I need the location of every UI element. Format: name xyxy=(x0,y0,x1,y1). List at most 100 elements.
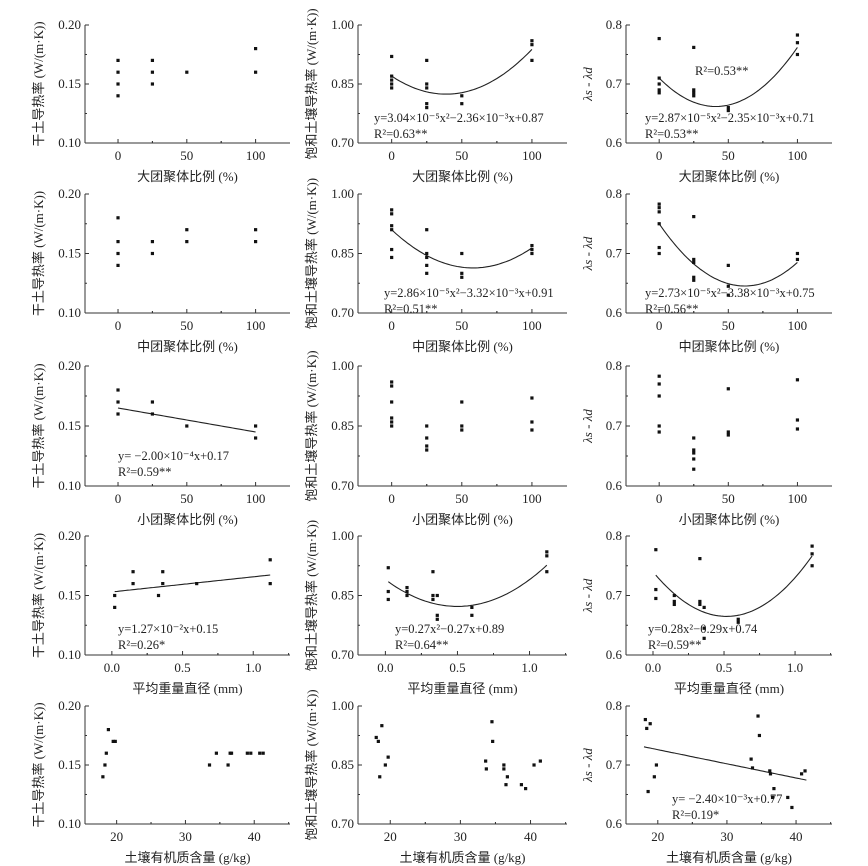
x-tick-label: 0 xyxy=(388,148,395,163)
x-axis-label: 土壤有机质含量 (g/kg) xyxy=(399,850,525,865)
data-point xyxy=(772,787,776,791)
x-tick-label: 1.0 xyxy=(521,660,537,675)
data-point xyxy=(390,78,394,82)
data-point xyxy=(185,228,189,232)
y-tick-label: 0.7 xyxy=(606,757,623,772)
data-point xyxy=(249,751,253,755)
data-point xyxy=(545,570,549,574)
x-tick-label: 40 xyxy=(248,829,261,844)
data-point xyxy=(116,388,120,392)
y-tick-label: 0.6 xyxy=(606,478,623,493)
data-point xyxy=(101,775,105,779)
x-tick-label: 0 xyxy=(115,491,122,506)
y-tick-label: 0.70 xyxy=(331,135,354,150)
data-point xyxy=(116,263,120,267)
y-axis-label: 干土导热率 (W/(m·K)) xyxy=(31,533,46,658)
panel-p5: 0.70 0.85 1.00 0 50 100 中团聚体比例 (%) 饱和土壤导热率 (W/(… xyxy=(304,178,567,354)
data-point xyxy=(460,94,464,98)
data-point xyxy=(425,58,429,62)
data-point xyxy=(692,451,696,455)
data-point xyxy=(435,613,439,617)
r-squared-label: R²=0.59** xyxy=(648,638,702,652)
data-point xyxy=(768,772,773,776)
y-axis-label: λs - λd xyxy=(580,748,595,783)
data-point xyxy=(702,605,706,609)
data-point xyxy=(390,384,394,388)
y-tick-label: 0.6 xyxy=(606,135,623,150)
r-squared-label: R²=0.53** xyxy=(645,127,699,141)
data-point xyxy=(770,795,775,800)
data-point xyxy=(161,570,165,574)
data-point xyxy=(692,260,696,265)
data-point xyxy=(692,436,696,440)
data-point xyxy=(116,240,120,244)
y-axis-label: λs - λd xyxy=(580,578,595,613)
r-squared-label: R²=0.19* xyxy=(672,808,719,822)
data-point xyxy=(131,570,135,574)
data-point xyxy=(726,430,730,434)
data-point xyxy=(185,240,189,244)
r-squared-label: R²=0.64** xyxy=(395,638,449,652)
data-point xyxy=(530,58,534,62)
y-tick-label: 0.15 xyxy=(58,418,81,433)
y-axis-label: 干土导热率 (W/(m·K)) xyxy=(31,702,46,827)
y-tick-label: 0.10 xyxy=(58,305,81,320)
data-point xyxy=(460,102,464,106)
data-point xyxy=(425,102,429,106)
x-tick-label: 20 xyxy=(384,829,397,844)
data-point xyxy=(150,412,155,416)
data-point xyxy=(692,45,696,50)
data-point xyxy=(390,420,394,424)
data-point xyxy=(538,759,542,763)
x-tick-label: 40 xyxy=(790,829,803,844)
x-tick-label: 30 xyxy=(454,829,467,844)
data-point xyxy=(150,82,155,86)
data-point xyxy=(645,726,649,731)
data-point xyxy=(502,763,506,767)
x-tick-label: 0 xyxy=(656,491,663,506)
data-point xyxy=(116,216,120,220)
data-point xyxy=(431,593,435,598)
fit-curve xyxy=(114,574,271,593)
x-axis-label: 大团聚体比例 (%) xyxy=(412,169,513,184)
data-point xyxy=(657,251,661,256)
data-point xyxy=(425,436,429,440)
data-point xyxy=(150,251,155,256)
data-point xyxy=(692,457,696,461)
data-point xyxy=(657,206,661,210)
data-point xyxy=(672,602,676,607)
x-tick-label: 0 xyxy=(388,491,395,506)
data-point xyxy=(150,70,155,74)
fit-equation: y= −2.00×10⁻⁴x+0.17 xyxy=(118,449,229,463)
data-point xyxy=(226,763,230,767)
x-tick-label: 100 xyxy=(788,318,808,333)
fit-curve xyxy=(643,746,807,781)
panel-p9: 0.6 0.7 0.8 0 50 100 小团聚体比例 (%) λs - λd xyxy=(580,358,832,527)
data-point xyxy=(390,255,394,260)
y-tick-label: 0.20 xyxy=(58,698,81,713)
data-point xyxy=(374,735,378,740)
data-point xyxy=(810,564,814,568)
data-point xyxy=(431,570,435,574)
data-point xyxy=(692,467,696,471)
y-axis-label: 饱和土壤导热率 (W/(m·K)) xyxy=(304,520,319,671)
y-tick-label: 0.8 xyxy=(606,17,622,32)
y-tick-label: 0.10 xyxy=(58,816,81,831)
y-tick-label: 1.00 xyxy=(331,186,354,201)
panel-p2: 0.70 0.85 1.00 0 50 100 大团聚体比例 (%) 饱和土壤导热率 (W/(… xyxy=(304,8,567,184)
fit-equation: y=2.73×10⁻⁵x²−3.38×10⁻³x+0.75 xyxy=(645,286,815,300)
data-point xyxy=(131,582,135,586)
data-point xyxy=(254,424,258,428)
data-point xyxy=(654,587,658,592)
panel-p14: 0.70 0.85 1.00 20 30 40 土壤有机质含量 (g/kg) 饱和土壤导热率 … xyxy=(304,689,567,865)
data-point xyxy=(757,733,762,738)
data-point xyxy=(786,795,790,800)
y-tick-label: 0.7 xyxy=(606,418,623,433)
fit-curve xyxy=(117,407,256,433)
fit-curve xyxy=(391,49,533,95)
data-point xyxy=(654,548,658,552)
data-point xyxy=(113,593,117,598)
x-tick-label: 0.5 xyxy=(449,660,465,675)
panel-p15: 0.6 0.7 0.8 20 30 40 土壤有机质含量 (g/kg) λs - λd y= −… xyxy=(580,698,832,865)
